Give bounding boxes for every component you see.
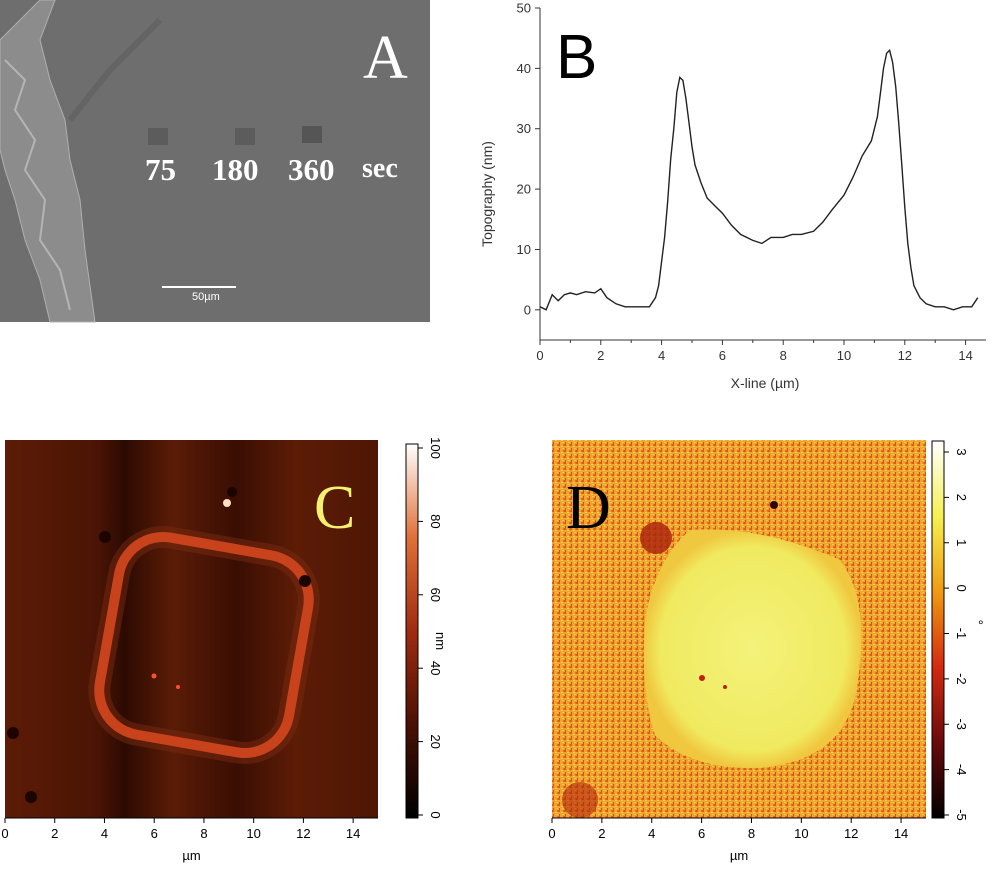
colorbar-tick-label: 0 — [954, 585, 969, 592]
x-axis-c: 0 2 4 6 8 10 12 14 µm — [1, 817, 378, 863]
colorbar-d-unit: ° — [978, 617, 984, 633]
x-tick-label: 4 — [101, 826, 108, 841]
x-tick-label: 12 — [296, 826, 310, 841]
panel-b-letter: B — [556, 23, 597, 92]
colorbar-tick-label: 3 — [954, 448, 969, 455]
x-axis-label: µm — [730, 848, 748, 863]
x-tick-label: 8 — [748, 826, 755, 841]
colorbar-c-unit: nm — [433, 632, 448, 650]
x-tick-label: 10 — [246, 826, 260, 841]
colorbar-tick-label: 100 — [428, 437, 443, 459]
particle — [299, 575, 311, 587]
x-axis-label: X-line (µm) — [731, 375, 800, 391]
x-tick-label: 4 — [648, 826, 655, 841]
profile-chart: 0 2 4 6 8 10 12 14 0 10 20 30 40 50 X-line (µm) Topogra… — [479, 1, 986, 391]
x-tick-label: 6 — [719, 348, 726, 363]
x-tick-label: 2 — [51, 826, 58, 841]
phase-spot — [562, 782, 598, 818]
exposure-label-360: 360 — [288, 152, 335, 187]
x-tick-label: 12 — [898, 348, 912, 363]
x-tick-label: 8 — [200, 826, 207, 841]
colorbar-tick-label: 80 — [428, 514, 443, 528]
x-tick-label: 10 — [837, 348, 851, 363]
x-tick-label: 0 — [536, 348, 543, 363]
x-tick-label: 6 — [151, 826, 158, 841]
particle — [25, 791, 37, 803]
colorbar-tick-label: -2 — [954, 673, 969, 685]
colorbar-tick-label: -1 — [954, 628, 969, 640]
phase-spot — [640, 522, 672, 554]
y-tick-label: 40 — [517, 61, 531, 76]
x-tick-label: 8 — [780, 348, 787, 363]
scale-bar-label: 50µm — [192, 291, 220, 303]
particle — [176, 685, 180, 689]
exposure-mark-360 — [302, 126, 322, 143]
x-tick-label: 0 — [1, 826, 8, 841]
x-tick-label: 0 — [548, 826, 555, 841]
y-tick-label: 30 — [517, 121, 531, 136]
exposure-label-180: 180 — [212, 152, 259, 187]
colorbar-d — [931, 440, 945, 819]
y-tick-label: 10 — [517, 242, 531, 257]
phase-spot — [770, 501, 778, 509]
particle — [151, 673, 157, 679]
phase-spot — [723, 685, 727, 689]
y-tick-label: 50 — [517, 1, 531, 16]
particle — [227, 487, 237, 497]
x-tick-label: 12 — [844, 826, 858, 841]
exposure-mark-180 — [235, 128, 255, 145]
x-axis-label: µm — [182, 848, 200, 863]
panel-c: C nm 0 20 40 60 80 100 0 2 4 6 8 10 12 14 µm — [1, 437, 448, 863]
colorbar-tick-label: -5 — [954, 809, 969, 821]
exposure-label-75: 75 — [145, 152, 176, 187]
colorbar-tick-label: 0 — [428, 811, 443, 818]
x-axis-d: 0 2 4 6 8 10 12 14 µm — [548, 817, 926, 863]
colorbar-tick-label: 40 — [428, 661, 443, 675]
exposure-mark-75 — [148, 128, 168, 145]
colorbar-tick-label: 60 — [428, 588, 443, 602]
particle — [7, 727, 19, 739]
debris-texture — [4, 59, 71, 311]
colorbar-tick-label: -3 — [954, 718, 969, 730]
colorbar-tick-label: -4 — [954, 764, 969, 776]
x-tick-label: 6 — [698, 826, 705, 841]
colorbar-tick-label: 1 — [954, 539, 969, 546]
panel-a: 75 180 360 sec A 50µm — [0, 0, 430, 323]
x-tick-label: 2 — [598, 826, 605, 841]
x-tick-label: 10 — [794, 826, 808, 841]
x-tick-label: 4 — [658, 348, 665, 363]
x-tick-label: 14 — [958, 348, 972, 363]
colorbar-c — [405, 443, 419, 819]
panel-c-letter: C — [314, 474, 355, 542]
exposure-unit: sec — [362, 153, 398, 184]
y-axis-label: Topography (nm) — [479, 141, 495, 247]
particle — [223, 499, 231, 507]
colorbar-c-ticks: 0 20 40 60 80 100 — [418, 437, 443, 819]
x-tick-label: 14 — [894, 826, 908, 841]
panel-a-letter: A — [363, 24, 408, 92]
panel-d-letter: D — [566, 474, 611, 542]
y-tick-label: 20 — [517, 182, 531, 197]
topography-series — [539, 48, 979, 311]
phase-spot — [699, 675, 705, 681]
debris-strip — [0, 0, 96, 323]
particle — [99, 531, 111, 543]
ring-structure — [94, 531, 314, 759]
colorbar-tick-label: 2 — [954, 494, 969, 501]
x-tick-label: 14 — [346, 826, 360, 841]
phase-center-region — [643, 529, 862, 769]
colorbar-tick-label: 20 — [428, 734, 443, 748]
y-tick-label: 0 — [524, 302, 531, 317]
panel-b: B 0 2 4 6 8 10 12 14 0 10 20 30 40 50 X-line (µm) Topog… — [479, 1, 986, 391]
scratch-line — [67, 17, 163, 122]
x-tick-label: 2 — [597, 348, 604, 363]
colorbar-d-ticks: -5 -4 -3 -2 -1 0 1 2 3 — [944, 448, 969, 821]
